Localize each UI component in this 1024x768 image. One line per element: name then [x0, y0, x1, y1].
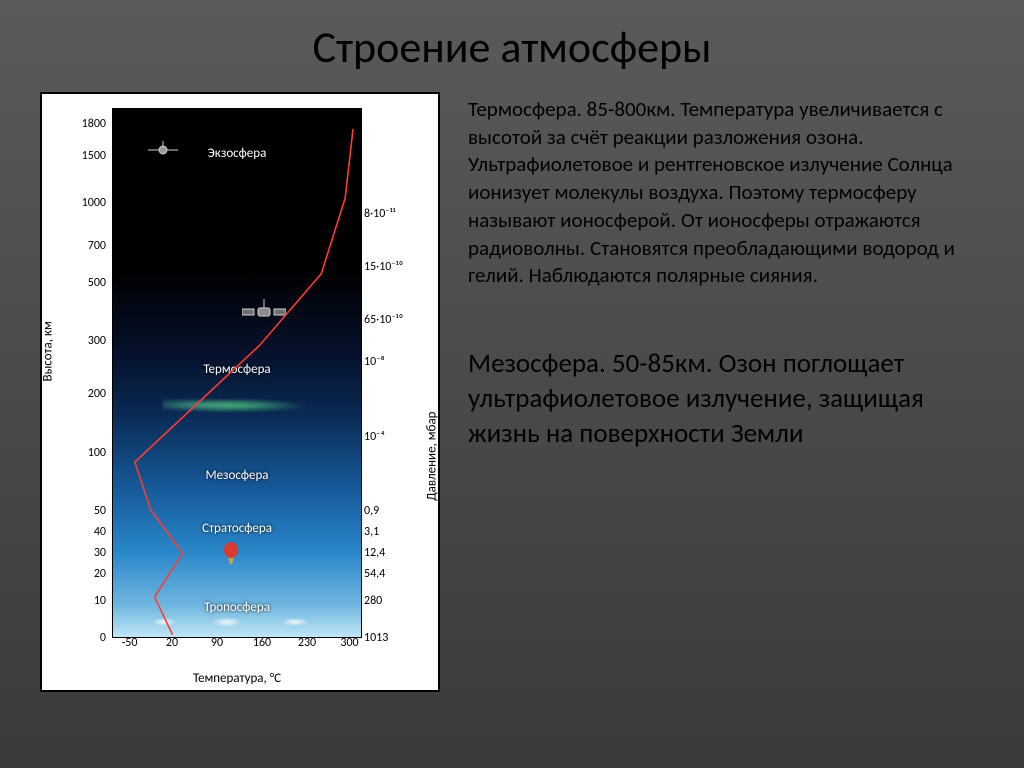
y-left-tick: 100: [88, 446, 106, 460]
y-right-label: Давление, мбар: [425, 412, 440, 501]
x-tick: 20: [166, 636, 178, 650]
diagram-inner: 1800 1500 1000 700 500 300 200 100 50 40…: [42, 94, 438, 690]
thermosphere-paragraph: Термосфера. 85-800км. Температура увелич…: [468, 96, 984, 290]
y-right-tick: 65·10⁻¹⁰: [364, 313, 403, 327]
y-left-tick: 1800: [82, 117, 106, 131]
y-right-tick: 1013: [364, 631, 388, 645]
x-tick: 160: [253, 636, 271, 650]
y-right-tick: 280: [364, 594, 382, 608]
plot-area: Экзосфера Термосфера Мезосфера Стратосфе…: [112, 108, 362, 638]
temp-polyline: [135, 129, 353, 635]
y-right-tick: 15·10⁻¹⁰: [364, 260, 403, 274]
slide: Строение атмосферы 1800 1500 1000 700 50…: [0, 0, 1024, 768]
atmosphere-diagram: 1800 1500 1000 700 500 300 200 100 50 40…: [40, 92, 440, 692]
y-left-tick: 1500: [82, 149, 106, 163]
y-left-label: Высота, км: [41, 321, 56, 381]
page-title: Строение атмосферы: [40, 20, 984, 74]
y-right-tick: 10⁻⁴: [364, 430, 385, 444]
x-tick: 230: [298, 636, 316, 650]
x-axis-label: Температура, °C: [112, 671, 362, 686]
mesosphere-paragraph: Мезосфера. 50-85км. Озон поглощает ультр…: [468, 346, 984, 451]
y-left-tick: 0: [100, 631, 106, 645]
x-tick: -50: [122, 636, 138, 650]
y-right-tick: 54,4: [364, 567, 385, 581]
y-left-tick: 1000: [82, 196, 106, 210]
y-right-axis: 8·10⁻¹¹ 15·10⁻¹⁰ 65·10⁻¹⁰ 10⁻⁸ 10⁻⁴ 0,9 …: [360, 108, 438, 638]
y-left-tick: 30: [94, 546, 106, 560]
y-left-tick: 700: [88, 239, 106, 253]
y-left-tick: 40: [94, 525, 106, 539]
temperature-line: [113, 109, 361, 635]
y-left-tick: 300: [88, 334, 106, 348]
y-right-tick: 8·10⁻¹¹: [364, 207, 396, 221]
y-left-tick: 10: [94, 594, 106, 608]
x-tick: 90: [211, 636, 223, 650]
y-left-tick: 20: [94, 567, 106, 581]
y-right-tick: 10⁻⁸: [364, 355, 385, 369]
text-column: Термосфера. 85-800км. Температура увелич…: [468, 92, 984, 712]
y-left-tick: 500: [88, 276, 106, 290]
y-right-tick: 0,9: [364, 504, 379, 518]
y-right-tick: 12,4: [364, 546, 385, 560]
y-left-tick: 50: [94, 504, 106, 518]
content-row: 1800 1500 1000 700 500 300 200 100 50 40…: [40, 92, 984, 712]
x-tick: 300: [340, 636, 358, 650]
y-right-tick: 3,1: [364, 525, 379, 539]
x-axis: -50 20 90 160 230 300: [112, 634, 362, 668]
y-left-tick: 200: [88, 387, 106, 401]
